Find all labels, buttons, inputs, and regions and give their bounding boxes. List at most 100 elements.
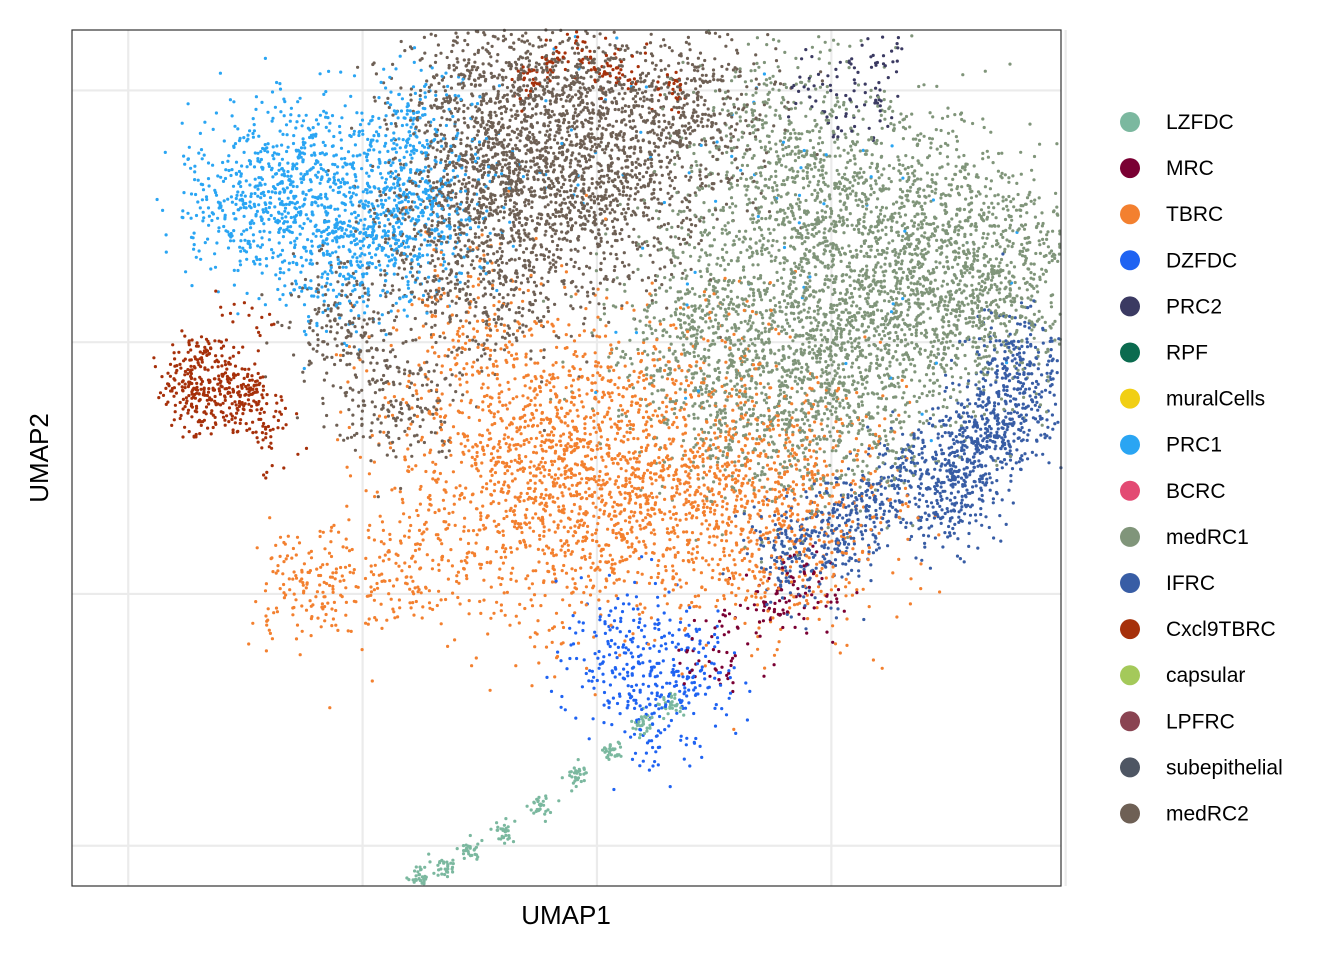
point-TBRC — [703, 588, 708, 592]
point-medRC1 — [909, 185, 913, 189]
point-TBRC — [730, 478, 735, 482]
point-medRC1 — [933, 191, 937, 195]
point-Cxcl9TBRC — [207, 402, 211, 406]
point-IFRC — [938, 491, 942, 495]
point-TBRC — [497, 480, 501, 484]
point-medRC1 — [802, 422, 806, 426]
point-PRC1 — [359, 218, 363, 222]
point-medRC1 — [767, 370, 771, 374]
point-TBRC — [938, 590, 942, 594]
point-TBRC — [628, 431, 632, 435]
point-PRC1 — [418, 141, 422, 145]
point-Cxcl9TBRC — [173, 357, 177, 361]
point-PRC1 — [163, 150, 167, 154]
point-medRC1 — [1038, 243, 1042, 247]
point-medRC1 — [847, 244, 851, 248]
point-medRC1 — [839, 318, 843, 322]
point-TBRC — [435, 388, 439, 392]
point-TBRC — [678, 578, 682, 582]
point-medRC2 — [382, 373, 386, 378]
point-TBRC — [610, 558, 615, 562]
point-medRC1 — [1032, 272, 1036, 276]
point-medRC2 — [431, 146, 435, 150]
point-TBRC — [730, 571, 734, 575]
point-medRC1 — [946, 162, 950, 166]
point-medRC1 — [785, 259, 789, 263]
point-TBRC — [622, 579, 626, 583]
point-medRC1 — [774, 174, 778, 178]
point-MRC — [812, 606, 816, 610]
point-TBRC — [292, 592, 296, 596]
point-TBRC — [501, 533, 505, 538]
point-medRC1 — [912, 325, 916, 329]
point-medRC2 — [574, 132, 578, 136]
point-TBRC — [440, 364, 444, 368]
point-PRC1 — [240, 232, 244, 236]
point-medRC1 — [995, 303, 999, 307]
point-medRC2 — [493, 193, 497, 198]
point-medRC2 — [754, 77, 758, 81]
point-LZFDC — [618, 745, 623, 749]
point-medRC1 — [652, 316, 656, 320]
point-medRC1 — [909, 293, 913, 297]
point-medRC1 — [709, 457, 713, 461]
point-IFRC — [935, 498, 939, 503]
point-medRC1 — [991, 161, 995, 165]
point-PRC1 — [232, 283, 236, 287]
point-medRC2 — [338, 265, 342, 269]
point-medRC1 — [955, 139, 960, 143]
point-TBRC — [919, 562, 923, 566]
point-TBRC — [680, 369, 684, 373]
point-PRC2 — [800, 57, 804, 61]
point-medRC2 — [357, 356, 361, 360]
point-medRC1 — [1020, 242, 1024, 247]
point-TBRC — [493, 312, 497, 316]
point-TBRC — [331, 571, 335, 575]
point-medRC1 — [677, 209, 682, 213]
point-medRC1 — [727, 306, 731, 310]
point-medRC1 — [810, 509, 814, 513]
point-TBRC — [650, 424, 654, 428]
point-medRC1 — [838, 154, 842, 158]
point-medRC1 — [782, 390, 786, 394]
point-medRC2 — [263, 375, 268, 379]
point-Cxcl9TBRC — [236, 408, 240, 412]
point-LZFDC — [436, 863, 440, 867]
point-medRC1 — [985, 236, 989, 240]
point-medRC1 — [895, 297, 899, 301]
point-medRC1 — [1053, 338, 1057, 342]
point-TBRC — [391, 607, 395, 611]
point-TBRC — [819, 483, 823, 487]
point-TBRC — [520, 530, 524, 535]
point-TBRC — [615, 578, 619, 582]
point-medRC1 — [995, 463, 999, 467]
point-medRC2 — [394, 424, 398, 428]
point-TBRC — [492, 412, 496, 416]
point-medRC2 — [570, 46, 575, 50]
point-medRC2 — [485, 101, 489, 105]
point-IFRC — [836, 607, 840, 611]
point-medRC1 — [911, 182, 915, 186]
point-medRC2 — [315, 312, 319, 316]
point-LZFDC — [506, 825, 510, 829]
point-IFRC — [1002, 388, 1006, 392]
point-medRC1 — [1051, 322, 1055, 326]
point-medRC1 — [880, 205, 885, 209]
point-medRC2 — [516, 188, 521, 192]
point-DZFDC — [591, 717, 595, 721]
point-TBRC — [807, 509, 812, 513]
point-medRC1 — [1020, 338, 1024, 342]
point-PRC1 — [257, 134, 261, 138]
point-medRC2 — [482, 257, 486, 261]
point-medRC2 — [370, 400, 374, 404]
point-IFRC — [1030, 450, 1034, 454]
point-medRC2 — [369, 361, 373, 365]
point-Cxcl9TBRC — [209, 432, 213, 436]
point-TBRC — [551, 372, 555, 376]
point-MRC — [726, 677, 730, 681]
point-medRC1 — [751, 213, 755, 217]
point-TBRC — [413, 586, 417, 590]
point-medRC2 — [676, 154, 680, 158]
point-medRC1 — [771, 238, 775, 243]
point-PRC1 — [378, 125, 382, 129]
